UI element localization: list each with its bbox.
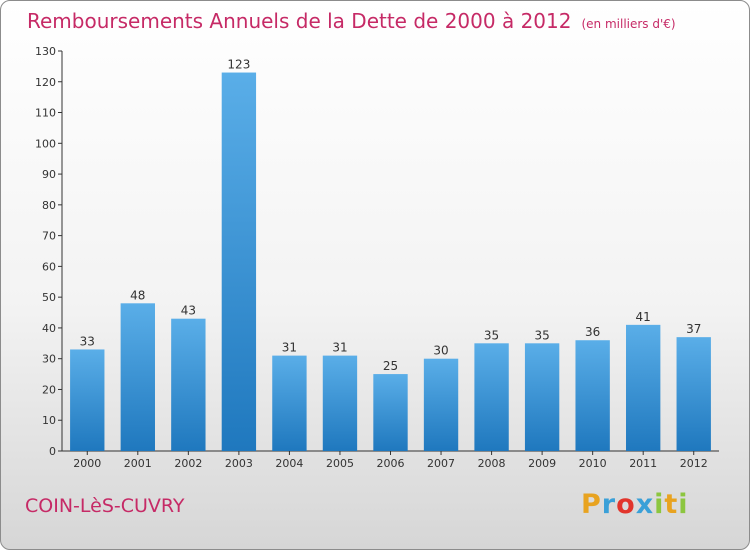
x-tick-label: 2010 [579,457,607,470]
commune-name: COIN-LèS-CUVRY [25,495,185,517]
y-tick-label: 0 [49,445,56,458]
chart-title: Remboursements Annuels de la Dette de 20… [27,9,676,33]
bar-2007 [423,358,459,451]
x-tick-label: 2000 [73,457,101,470]
data-label: 37 [686,322,701,336]
bar-2005 [322,355,358,451]
data-label: 123 [227,58,250,72]
y-tick-label: 100 [35,137,56,150]
bar-2010 [575,340,610,451]
x-tick-label: 2006 [377,457,405,470]
x-tick-label: 2012 [680,457,708,470]
bar-2011 [626,324,661,451]
data-label: 43 [181,304,196,318]
y-tick-label: 120 [35,76,56,89]
logo-letter: P [581,489,602,520]
x-tick-label: 2001 [124,457,152,470]
data-label: 48 [130,288,145,302]
x-tick-label: 2005 [326,457,354,470]
y-tick-label: 10 [42,414,56,427]
data-label: 31 [282,341,297,355]
unit-text: (en milliers d'€) [581,17,676,31]
logo-letter: x [635,489,655,520]
y-tick-label: 80 [42,199,56,212]
y-tick-label: 70 [42,230,56,243]
logo-letter: t [664,489,679,520]
logo-letter: i [654,489,665,520]
data-label: 36 [585,325,600,339]
data-label: 31 [332,341,347,355]
bar-2008 [474,343,509,451]
data-label: 41 [636,310,651,324]
bar-2012 [676,337,711,451]
x-tick-label: 2004 [275,457,303,470]
bar-2001 [120,303,155,451]
logo-letter: i [678,489,689,520]
bar-2003 [221,72,257,452]
axes: 0 10 20 30 40 50 60 70 80 90 100 110 120 130 2000 2001 2… [35,45,719,470]
x-tick-label: 2002 [174,457,202,470]
y-tick-label: 130 [35,45,56,58]
data-label: 30 [433,344,448,358]
x-tick-label: 2011 [629,457,657,470]
logo-letter: r [601,489,617,520]
data-label: 35 [484,328,499,342]
bars: 33 48 43 123 31 31 25 30 35 35 36 41 37 [70,58,711,452]
bar-2006 [373,374,408,451]
bar-2009 [524,343,560,451]
logo-letter: o [616,489,636,520]
y-tick-label: 90 [42,168,56,181]
proxiti-logo: Proxiti [581,489,689,520]
y-tick-label: 110 [35,107,56,120]
x-tick-label: 2009 [528,457,556,470]
bar-2002 [171,318,206,451]
data-label: 25 [383,359,398,373]
x-tick-label: 2003 [225,457,253,470]
x-tick-label: 2007 [427,457,455,470]
bar-2004 [272,355,307,451]
y-tick-label: 50 [42,291,56,304]
y-tick-label: 20 [42,383,56,396]
data-label: 35 [534,328,549,342]
y-tick-label: 60 [42,260,56,273]
title-text: Remboursements Annuels de la Dette de 20… [27,9,572,33]
data-label: 33 [80,334,95,348]
y-tick-label: 40 [42,322,56,335]
bar-2000 [70,349,105,451]
x-tick-label: 2008 [478,457,506,470]
y-tick-label: 30 [42,353,56,366]
